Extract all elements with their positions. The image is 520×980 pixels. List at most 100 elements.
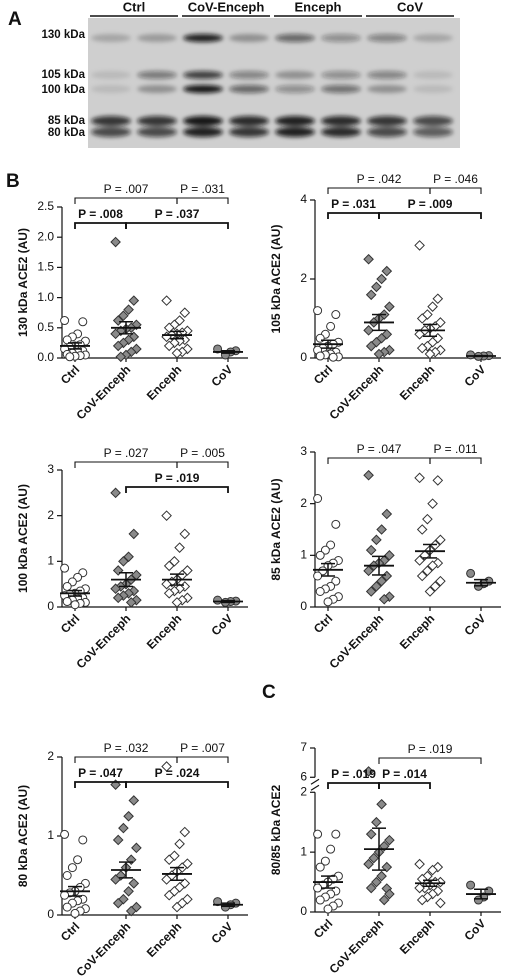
data-point [432,293,444,305]
data-point [381,861,393,873]
blot-band [413,71,453,79]
blot-band [91,116,131,126]
p-value: P = .019 [408,742,453,756]
data-point [326,844,336,854]
significance-bracket [327,782,380,789]
size-marker: 130 kDa [42,29,86,41]
data-point [427,864,438,876]
p-value: P = .046 [433,172,478,186]
data-point [466,350,476,360]
data-point [419,550,431,561]
p-value: P = .019 [331,767,376,781]
data-point [179,826,191,838]
data-point [435,344,446,356]
data-point [161,761,172,772]
x-tick-label: CoV [461,916,488,943]
significance-bracket [429,457,482,464]
data-point [110,487,121,499]
data-point [331,829,341,839]
data-point [213,595,223,605]
data-point [171,347,183,359]
data-point [320,856,330,866]
y-tick-label: 2 [300,271,307,285]
data-point [125,346,137,358]
data-point [376,524,387,535]
data-point [315,895,325,905]
data-point [163,560,175,572]
data-point [315,351,325,361]
x-tick-label: Enceph [144,362,185,403]
blot-band [275,34,315,42]
blot-band [321,85,361,93]
data-point [376,798,387,810]
x-tick-label: CoV [461,611,488,638]
data-point [384,834,395,846]
data-point [315,333,325,343]
data-point [323,597,333,607]
data-point [384,344,395,356]
data-point [466,568,476,578]
blot-band [91,85,131,93]
data-point [422,340,433,352]
lane-label: CoV [397,0,423,14]
blot-band [367,127,407,137]
y-tick-label: 0.5 [37,320,54,334]
y-tick-label: 4 [300,192,307,206]
data-point [65,352,75,362]
data-point [371,816,382,828]
data-point [128,795,140,806]
data-point [416,524,428,535]
x-tick-label: Enceph [397,916,438,957]
data-point [414,240,425,251]
data-point [427,498,438,509]
x-tick-label: CoV-Enceph [73,611,133,671]
data-point [424,586,436,597]
y-tick-label: 1 [300,844,307,858]
y-tick-label: 1 [47,554,54,568]
data-point [60,829,70,839]
data-point [125,854,137,866]
data-point [118,337,129,349]
blot-band [367,116,407,126]
blot-band [183,34,223,42]
y-axis-label: 105 kDa ACE2 (AU) [269,225,283,334]
data-point [331,576,341,586]
data-point [365,340,377,352]
significance-bracket [378,782,431,789]
data-point [331,310,341,320]
data-point [118,590,129,601]
significance-bracket [327,457,431,464]
data-point [125,905,137,917]
data-point [131,319,142,331]
blot-band [229,116,269,126]
data-point [432,475,444,486]
x-tick-label: Ctrl [58,611,83,636]
y-tick-label: 2 [300,784,307,798]
data-point [171,597,183,608]
data-point [363,469,374,481]
y-tick-label: 1 [300,548,307,562]
data-point [384,591,395,602]
x-tick-label: CoV [208,919,235,946]
x-tick-label: Enceph [397,362,438,403]
data-point [435,897,446,909]
x-tick-label: CoV-Enceph [73,919,133,979]
p-value: P = .011 [434,442,478,456]
blot-band [91,71,131,79]
blot-band [183,71,223,79]
x-tick-label: CoV-Enceph [326,611,386,671]
data-point [313,571,323,581]
data-point [112,592,124,604]
p-value: P = .014 [382,767,427,781]
y-tick-label: 2.5 [37,199,54,213]
y-tick-label: 1.0 [37,290,54,304]
y-tick-label: 1.5 [37,260,54,274]
blot-band [367,71,407,79]
data-point [376,273,387,285]
data-point [414,858,425,870]
data-point [78,835,88,845]
p-value: P = .032 [104,741,149,755]
y-tick-label: 1 [47,828,54,842]
data-point [131,901,142,913]
data-point [326,540,336,550]
